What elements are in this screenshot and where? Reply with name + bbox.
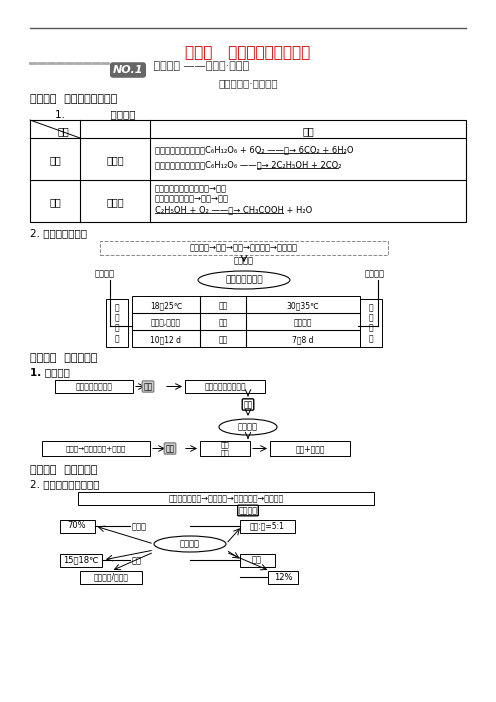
Text: 10～12 d: 10～12 d xyxy=(150,335,182,344)
Text: 起主要作用的是毛霉: 起主要作用的是毛霉 xyxy=(204,382,246,391)
Text: C₂H₅OH + O₂ ——酶→ CH₃COOH + H₂O: C₂H₅OH + O₂ ——酶→ CH₃COOH + H₂O xyxy=(155,205,312,214)
Text: 30～35℃: 30～35℃ xyxy=(287,301,319,310)
Text: 食盐: 食盐 xyxy=(252,555,262,564)
Text: 2. 实验设计与操作: 2. 实验设计与操作 xyxy=(30,228,87,238)
Bar xyxy=(80,571,142,584)
Text: 卤水:料=5:1: 卤水:料=5:1 xyxy=(249,522,284,531)
Ellipse shape xyxy=(154,536,226,552)
Ellipse shape xyxy=(198,271,290,289)
Bar xyxy=(42,441,150,456)
Text: 12%: 12% xyxy=(274,573,292,581)
Text: 氧气、糖源都充足时：醇→醋酸: 氧气、糖源都充足时：醇→醋酸 xyxy=(155,184,227,193)
Text: 果
醋
制
作: 果 醋 制 作 xyxy=(369,303,373,343)
Bar xyxy=(270,441,350,456)
Text: 15～18℃: 15～18℃ xyxy=(63,555,99,564)
Text: 果
酒
制
作: 果 酒 制 作 xyxy=(115,303,120,343)
Bar xyxy=(185,380,265,393)
Text: 空气中的毛霉孢子: 空气中的毛霉孢子 xyxy=(75,382,113,391)
Text: 第一讲   传统发酵技术的应用: 第一讲 传统发酵技术的应用 xyxy=(186,45,310,60)
Text: 1. 制作原理: 1. 制作原理 xyxy=(30,367,70,377)
Ellipse shape xyxy=(219,419,277,435)
Text: 菌种: 菌种 xyxy=(57,126,69,136)
Text: 知识点三  泡菜的制作: 知识点三 泡菜的制作 xyxy=(30,465,97,475)
Text: 制作原理: 制作原理 xyxy=(238,423,258,432)
Bar xyxy=(360,299,382,347)
Text: 全程通气: 全程通气 xyxy=(294,318,312,327)
Text: 缺少糖源时：乙醇→乙醛→醋酸: 缺少糖源时：乙醇→乙醛→醋酸 xyxy=(155,194,229,203)
Text: 反应: 反应 xyxy=(302,126,314,136)
Text: 无氧条件，产生酒精：C₆H₁₂O₆ ——酶→ 2C₂H₅OH + 2CO₂: 无氧条件，产生酒精：C₆H₁₂O₆ ——酶→ 2C₂H₅OH + 2CO₂ xyxy=(155,160,342,169)
Bar xyxy=(240,554,275,567)
Text: 挑选葡萄→冲洗→榨汁→酒精发酵→醋酸发酵: 挑选葡萄→冲洗→榨汁→酒精发酵→醋酸发酵 xyxy=(190,244,298,253)
Bar xyxy=(200,441,250,456)
Text: 发酵时间/香辛料: 发酵时间/香辛料 xyxy=(94,573,128,581)
Text: 时间: 时间 xyxy=(218,335,228,344)
Text: 作用: 作用 xyxy=(165,444,175,453)
Text: 7～8 d: 7～8 d xyxy=(292,335,314,344)
Text: 实验流程: 实验流程 xyxy=(239,506,257,515)
Text: 有氧条件，大量繁殖：C₆H₁₂O₆ + 6O₂ ——酶→ 6CO₂ + 6H₂O: 有氧条件，大量繁殖：C₆H₁₂O₆ + 6O₂ ——酶→ 6CO₂ + 6H₂O xyxy=(155,145,354,154)
Bar xyxy=(100,241,388,255)
Bar xyxy=(30,120,466,222)
Text: 条件控制: 条件控制 xyxy=(95,270,115,279)
Text: 先通气,后密封: 先通气,后密封 xyxy=(151,318,181,327)
Text: 果醋: 果醋 xyxy=(49,197,61,207)
Text: 70%: 70% xyxy=(67,522,86,531)
Bar xyxy=(240,520,295,533)
Text: 菌种: 菌种 xyxy=(244,400,252,409)
Text: 醋酸菌: 醋酸菌 xyxy=(106,197,124,207)
Bar xyxy=(60,520,95,533)
Text: 温度: 温度 xyxy=(218,301,228,310)
Text: 【基础知识·系统化】: 【基础知识·系统化】 xyxy=(218,78,278,88)
Text: 酶促
反应: 酶促 反应 xyxy=(221,442,229,456)
Bar xyxy=(268,571,298,584)
Bar xyxy=(106,299,128,347)
Text: 条件控制: 条件控制 xyxy=(365,270,385,279)
Text: 含水量: 含水量 xyxy=(132,522,147,531)
Text: 知识点二  腐乳的制作: 知识点二 腐乳的制作 xyxy=(30,353,97,363)
Text: 来源: 来源 xyxy=(143,382,153,391)
Text: 甘油+脂肪酸: 甘油+脂肪酸 xyxy=(295,444,325,453)
Text: 温度: 温度 xyxy=(132,556,142,565)
Text: 双基落实 ——系统化·问题化: 双基落实 ——系统化·问题化 xyxy=(150,61,249,71)
Bar xyxy=(78,492,374,505)
Text: 果酒: 果酒 xyxy=(49,155,61,165)
Text: 实验设计与操作: 实验设计与操作 xyxy=(225,275,263,284)
Text: NO.1: NO.1 xyxy=(113,65,143,75)
Bar xyxy=(55,380,133,393)
Text: 2. 实验流程及影响因素: 2. 实验流程及影响因素 xyxy=(30,479,100,489)
Text: 1.              制作原理: 1. 制作原理 xyxy=(55,109,135,119)
Bar xyxy=(60,554,102,567)
Text: 实验流程: 实验流程 xyxy=(234,256,254,265)
Text: 18～25℃: 18～25℃ xyxy=(150,301,182,310)
Text: 空气: 空气 xyxy=(218,318,228,327)
Text: 蛋白质→小分子的肽+氨基酸: 蛋白质→小分子的肽+氨基酸 xyxy=(66,445,126,452)
Bar xyxy=(132,296,360,347)
Text: 知识点一  果酒和果醋的制作: 知识点一 果酒和果醋的制作 xyxy=(30,94,117,104)
Text: 酵母菌: 酵母菌 xyxy=(106,155,124,165)
Text: 影响因素: 影响因素 xyxy=(180,540,200,548)
Text: 让豆腐长出毛霉→加盐腌制→加卤汤装瓶→密封腌制: 让豆腐长出毛霉→加盐腌制→加卤汤装瓶→密封腌制 xyxy=(168,494,284,503)
